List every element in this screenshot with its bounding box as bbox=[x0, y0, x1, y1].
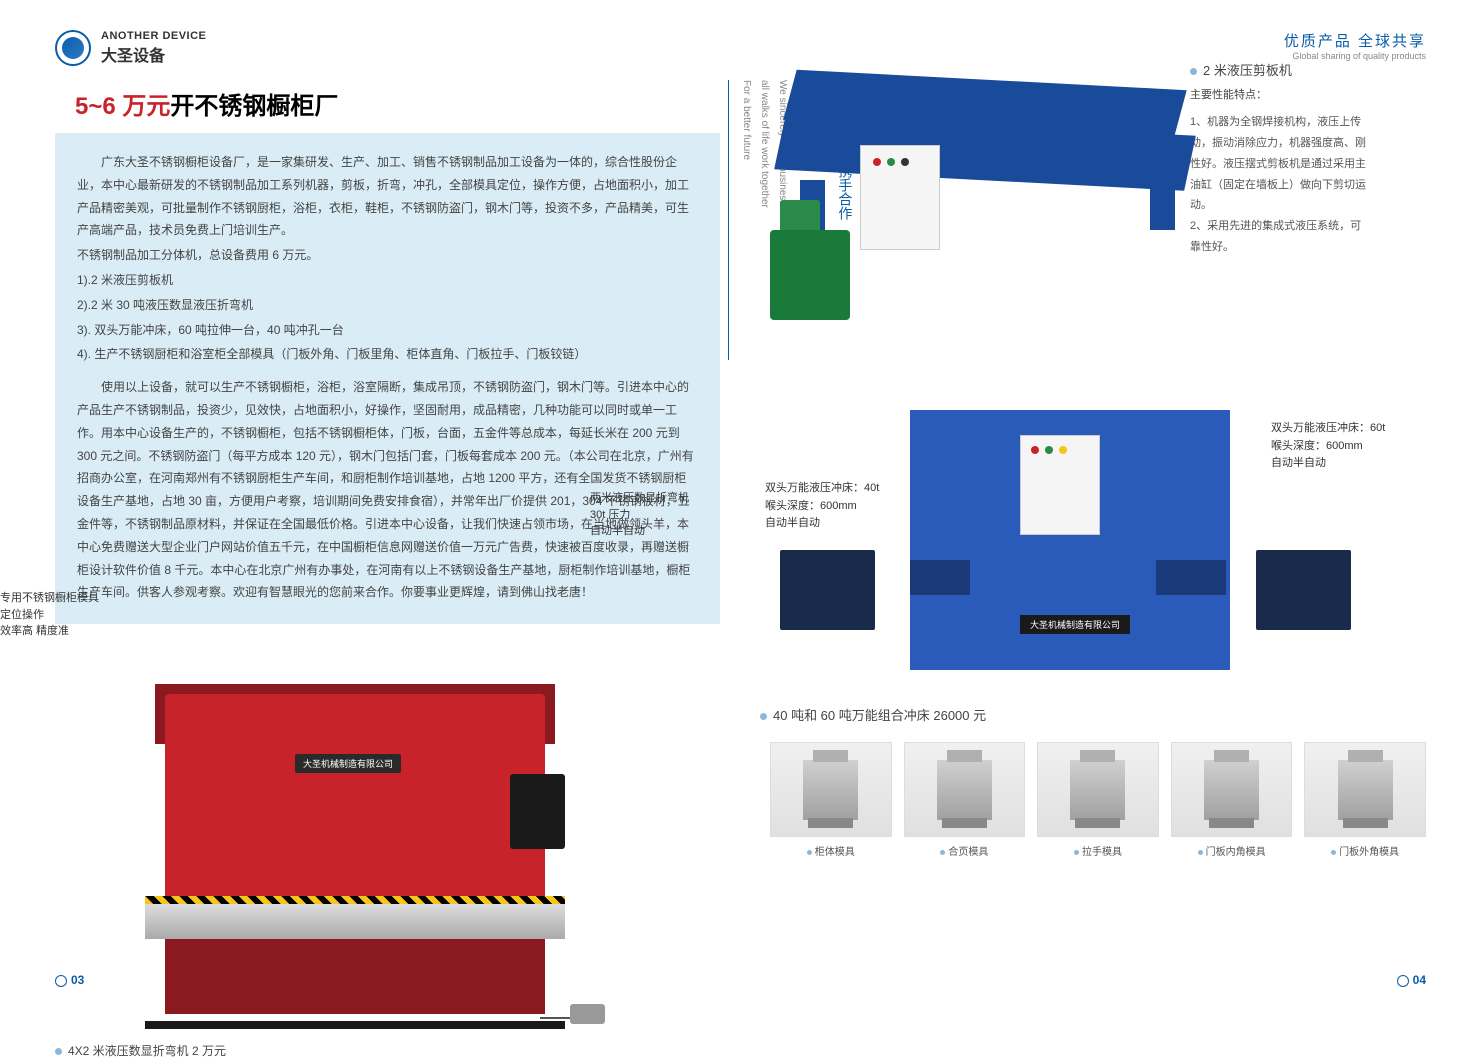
header-left: ANOTHER DEVICE 大圣设备 bbox=[55, 30, 720, 66]
blue-machine-top-image bbox=[760, 50, 1426, 350]
red-machine-image: 大圣机械制造有限公司 bbox=[55, 664, 720, 1034]
mold-item: 合页模具 bbox=[904, 742, 1026, 858]
page-number-left: 03 bbox=[55, 973, 84, 987]
left-page: ANOTHER DEVICE 大圣设备 5~6 万元开不锈钢橱柜厂 广东大圣不锈… bbox=[0, 0, 740, 1005]
logo-icon bbox=[55, 30, 91, 66]
header-en: ANOTHER DEVICE bbox=[101, 30, 206, 42]
mold-grid: 柜体模具 合页模具 拉手模具 门板内角模具 门板外角模具 bbox=[760, 742, 1426, 858]
mold-item: 拉手模具 bbox=[1037, 742, 1159, 858]
caption-blue-bottom: 40 吨和 60 吨万能组合冲床 26000 元 bbox=[760, 705, 1426, 724]
right-page: 优质产品 全球共享 Global sharing of quality prod… bbox=[740, 0, 1481, 1005]
caption-red-machine: 4X2 米液压数显折弯机 2 万元 bbox=[55, 1042, 720, 1059]
mold-item: 柜体模具 bbox=[770, 742, 892, 858]
machine-brand-label-2: 大圣机械制造有限公司 bbox=[1020, 615, 1130, 634]
mold-item: 门板内角模具 bbox=[1171, 742, 1293, 858]
callout-left: 专用不锈钢橱柜模具 定位操作 效率高 精度准 bbox=[0, 590, 120, 640]
intro-textbox: 广东大圣不锈钢橱柜设备厂，是一家集研发、生产、加工、销售不锈钢制品加工设备为一体… bbox=[55, 133, 720, 624]
mold-item: 门板外角模具 bbox=[1304, 742, 1426, 858]
callout-right: 两米液压数显折弯机 30t 压力 自动半自动 bbox=[590, 490, 710, 540]
machine-brand-label: 大圣机械制造有限公司 bbox=[295, 754, 401, 773]
header-cn: 大圣设备 bbox=[101, 42, 206, 66]
page-number-right: 04 bbox=[1397, 973, 1426, 987]
blue-machine-bottom-image: 大圣机械制造有限公司 bbox=[760, 380, 1426, 700]
main-title: 5~6 万元开不锈钢橱柜厂 bbox=[75, 86, 720, 121]
